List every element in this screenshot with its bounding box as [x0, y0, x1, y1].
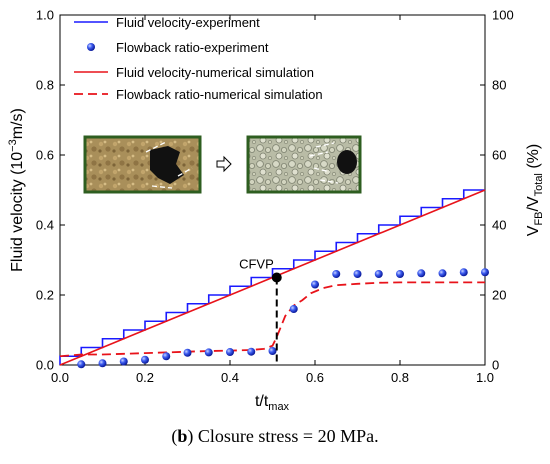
y-tick-label: 0.8: [36, 78, 54, 93]
legend: Fluid velocity-experiment Flowback ratio…: [74, 15, 323, 102]
legend-swatch-flowback-ratio-experiment: [87, 43, 95, 51]
legend-item-flowback-ratio-simulation: Flowback ratio-numerical simulation: [74, 87, 323, 102]
cfvp-label: CFVP: [239, 257, 274, 272]
scatter-point-flowback-ratio-experiment: [481, 268, 489, 277]
scatter-point-flowback-ratio-experiment: [459, 268, 468, 277]
y2-tick-label: 20: [492, 288, 506, 303]
legend-item-fluid-velocity-simulation: Fluid velocity-numerical simulation: [74, 65, 314, 80]
scatter-point-flowback-ratio-experiment: [162, 352, 171, 361]
series-flowback-ratio-simulation-line: [59, 281, 485, 358]
caption-text: Closure stress = 20 MPa.: [193, 426, 379, 446]
scatter-point-flowback-ratio-experiment: [247, 347, 256, 356]
y2-tick-label: 100: [492, 8, 514, 23]
scatter-point-flowback-ratio-experiment: [311, 280, 319, 289]
scatter-point-flowback-ratio-experiment: [183, 348, 192, 357]
legend-label-fluid-velocity-simulation: Fluid velocity-numerical simulation: [116, 65, 314, 80]
y-tick-label: 0.6: [36, 148, 54, 163]
x-tick-label: 0.8: [391, 370, 409, 385]
x-tick-label: 0.0: [51, 370, 69, 385]
scatter-point-flowback-ratio-experiment: [417, 269, 426, 278]
y2-tick-label: 40: [492, 218, 506, 233]
scatter-point-flowback-ratio-experiment: [268, 347, 277, 355]
scatter-point-flowback-ratio-experiment: [396, 270, 404, 278]
scatter-point-flowback-ratio-experiment: [438, 269, 447, 278]
inset-photo-sand-cavity: [150, 146, 184, 184]
y-tick-label: 1.0: [36, 8, 54, 23]
scatter-point-flowback-ratio-experiment: [141, 355, 149, 364]
scatter-point-flowback-ratio-experiment: [77, 360, 86, 369]
arrow-icon: [216, 155, 232, 173]
caption-panel-letter: b: [177, 426, 188, 446]
figure-caption: (b) Closure stress = 20 MPa.: [171, 426, 379, 446]
scatter-point-flowback-ratio-experiment: [332, 270, 341, 278]
scatter-point-flowback-ratio-experiment: [119, 357, 128, 366]
legend-item-flowback-ratio-experiment: Flowback ratio-experiment: [87, 40, 269, 55]
axis-ticks: 0.0 0.2 0.4 0.6 0.8 1.00.00.20.40.60.81.00204…: [36, 8, 514, 386]
scatter-point-flowback-ratio-experiment: [98, 359, 107, 368]
y-axis-label: Fluid velocity (10−3m/s): [7, 108, 26, 272]
cfvp-point: [271, 272, 282, 283]
legend-label-flowback-ratio-simulation: Flowback ratio-numerical simulation: [116, 87, 323, 102]
inset-photos: [83, 135, 362, 194]
x-tick-label: 0.4: [221, 370, 239, 385]
x-tick-label: 0.2: [136, 370, 154, 385]
y2-tick-label: 60: [492, 148, 506, 163]
legend-item-fluid-velocity-experiment: Fluid velocity-experiment: [74, 15, 260, 30]
y2-axis-label: VFB/VTotal (%): [525, 144, 545, 236]
x-axis-label: t/tmax: [255, 393, 290, 413]
cfvp-annotation: CFVP: [239, 257, 282, 365]
inset-photo-bubbles-outline: [309, 142, 339, 184]
y-tick-label: 0.4: [36, 218, 54, 233]
y-tick-label: 0.0: [36, 358, 54, 373]
legend-label-flowback-ratio-experiment: Flowback ratio-experiment: [116, 40, 269, 55]
y-tick-label: 0.2: [36, 288, 54, 303]
x-tick-label: 0.6: [306, 370, 324, 385]
scatter-point-flowback-ratio-experiment: [353, 270, 362, 278]
inset-photo-bubbles-cavity: [337, 150, 357, 174]
scatter-point-flowback-ratio-experiment: [289, 305, 298, 313]
chart: 0.0 0.2 0.4 0.6 0.8 1.00.00.20.40.60.81.00204…: [7, 8, 545, 414]
legend-label-fluid-velocity-experiment: Fluid velocity-experiment: [116, 15, 260, 30]
inset-photo-sand-outline: [145, 141, 193, 189]
inset-photo-sand: [83, 135, 202, 194]
y2-tick-label: 80: [492, 78, 506, 93]
scatter-point-flowback-ratio-experiment: [204, 348, 213, 357]
scatter-point-flowback-ratio-experiment: [374, 270, 383, 278]
y2-tick-label: 0: [492, 358, 499, 373]
scatter-point-flowback-ratio-experiment: [226, 348, 234, 357]
x-tick-label: 1.0: [476, 370, 494, 385]
